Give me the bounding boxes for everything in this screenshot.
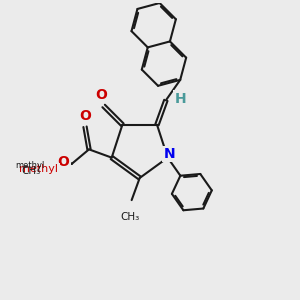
Text: N: N bbox=[164, 147, 175, 161]
Text: O: O bbox=[79, 109, 91, 123]
Text: methyl: methyl bbox=[20, 164, 58, 174]
Text: CH₃: CH₃ bbox=[22, 166, 41, 176]
Text: O: O bbox=[57, 155, 69, 169]
Text: H: H bbox=[175, 92, 186, 106]
Text: methyl: methyl bbox=[15, 161, 44, 170]
Text: O: O bbox=[95, 88, 107, 102]
Text: CH₃: CH₃ bbox=[121, 212, 140, 222]
